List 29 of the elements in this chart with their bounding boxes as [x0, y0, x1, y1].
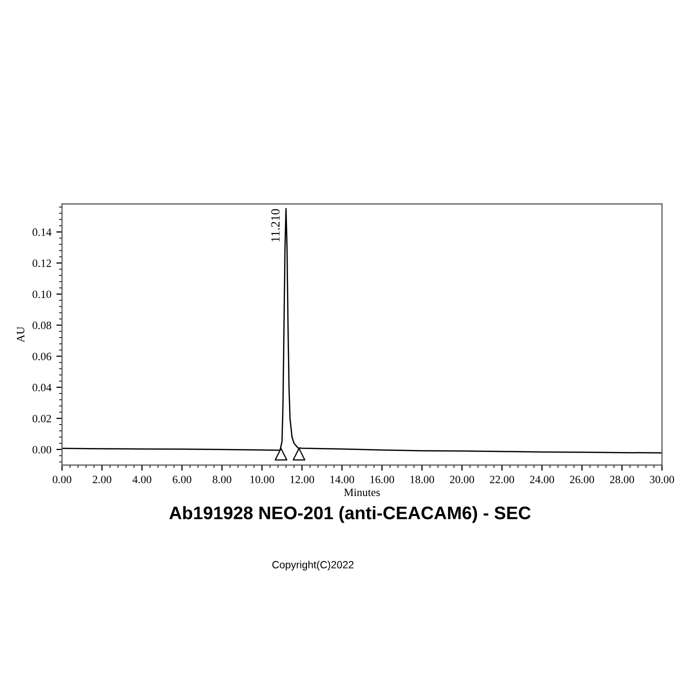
x-axis-title: Minutes — [344, 488, 380, 496]
x-tick-label: 12.00 — [290, 476, 314, 484]
y-tick-label: 0.14 — [32, 228, 52, 236]
x-tick-label: 16.00 — [370, 476, 394, 484]
x-tick-label: 10.00 — [250, 476, 274, 484]
x-tick-label: 28.00 — [610, 476, 634, 484]
text: Copyright(C)2022 — [272, 560, 354, 570]
y-tick-label: 0.12 — [32, 259, 51, 268]
y-tick-label: 0.04 — [32, 384, 52, 392]
x-tick-label: 30.00 — [650, 476, 674, 484]
y-tick-label: 0.02 — [32, 414, 51, 422]
x-tick-label: 0.00 — [52, 476, 72, 484]
y-tick-label: 0.08 — [32, 322, 52, 330]
x-tick-label: 20.00 — [450, 476, 474, 484]
y-tick-label: 0.10 — [32, 290, 52, 298]
x-tick-label: 26.00 — [570, 476, 594, 484]
text: Ab191928 NEO-201 (anti-CEACAM6) - SEC — [169, 506, 531, 523]
x-tick-label: 24.00 — [530, 476, 554, 484]
x-tick-label: 22.00 — [490, 476, 514, 484]
y-tick-label: 0.00 — [32, 446, 52, 454]
x-tick-label: 14.00 — [330, 476, 354, 484]
y-axis-title: AU — [16, 326, 24, 342]
y-tick-label: 0.06 — [32, 352, 52, 360]
annotation: 11.210 — [271, 209, 280, 242]
x-tick-label: 4.00 — [132, 476, 152, 484]
x-tick-label: 2.00 — [92, 476, 112, 484]
x-tick-label: 18.00 — [410, 476, 434, 484]
x-tick-label: 6.00 — [172, 476, 192, 484]
x-tick-label: 8.00 — [212, 476, 232, 484]
